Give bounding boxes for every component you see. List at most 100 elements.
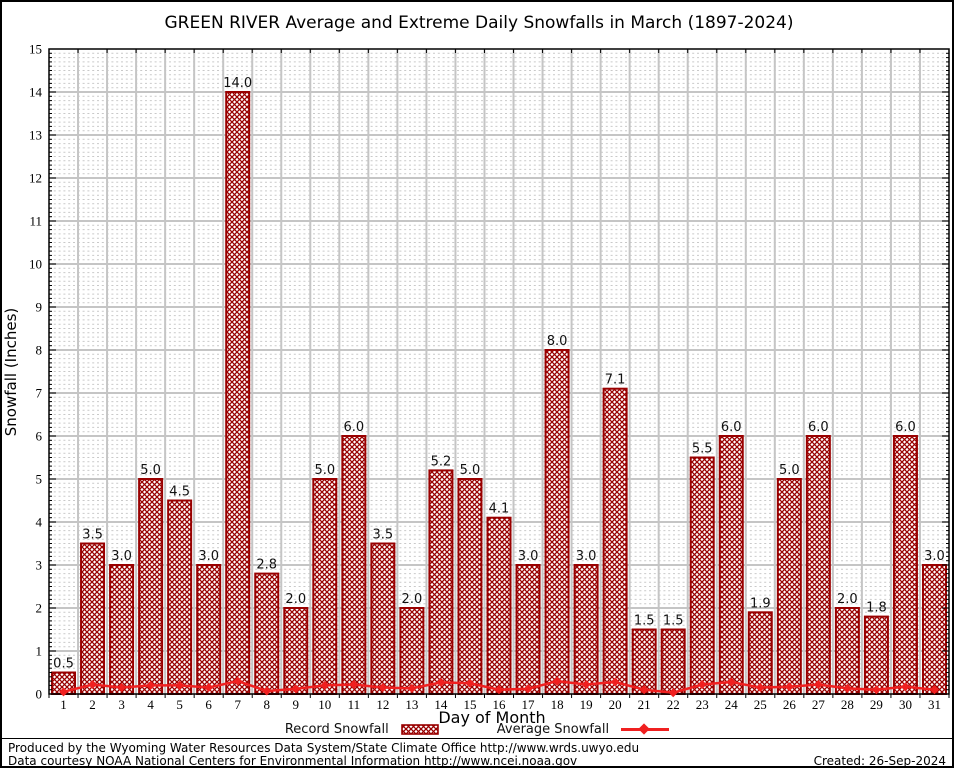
average-snowfall-marker xyxy=(320,680,330,690)
y-tick-label: 0 xyxy=(36,687,43,702)
y-tick-label: 7 xyxy=(36,386,43,401)
record-snowfall-bar xyxy=(486,516,512,696)
record-snowfall-bar xyxy=(834,607,860,695)
footer-created-date: Created: 26-Sep-2024 xyxy=(813,754,946,768)
average-line-icon xyxy=(621,723,670,735)
bar-value-label: 14.0 xyxy=(223,76,252,91)
bar-value-label: 3.0 xyxy=(576,549,597,564)
record-snowfall-bar xyxy=(196,564,222,695)
x-tick-label: 21 xyxy=(638,697,651,712)
bar-value-label: 1.5 xyxy=(634,614,655,629)
axis-ticks xyxy=(48,48,950,698)
x-tick-label: 2 xyxy=(89,697,96,712)
record-snowfall-bar xyxy=(225,91,251,695)
x-tick-label: 31 xyxy=(928,697,941,712)
record-snowfall-bar xyxy=(370,542,396,695)
bar-value-label: 2.0 xyxy=(285,592,306,607)
average-snowfall-marker xyxy=(697,680,707,690)
average-snowfall-marker xyxy=(552,676,562,686)
x-tick-label: 3 xyxy=(118,697,125,712)
bar-value-label: 2.0 xyxy=(402,592,423,607)
average-snowfall-marker xyxy=(929,685,939,695)
x-tick-label: 29 xyxy=(870,697,883,712)
x-tick-label: 22 xyxy=(667,697,680,712)
x-tick-label: 19 xyxy=(580,697,593,712)
y-tick-label: 5 xyxy=(36,472,43,487)
bar-value-label: 5.0 xyxy=(460,463,481,478)
y-tick-label: 9 xyxy=(36,300,43,315)
record-snowfall-bar xyxy=(167,499,193,695)
bar-value-label: 1.5 xyxy=(663,614,684,629)
x-axis-label: Day of Month xyxy=(438,708,545,727)
bar-value-label: 3.0 xyxy=(924,549,945,564)
x-tick-label: 20 xyxy=(609,697,622,712)
record-snowfall-bar xyxy=(573,564,599,695)
record-snowfall-bars xyxy=(51,91,947,696)
average-snowfall-marker xyxy=(349,680,359,690)
y-tick-label: 14 xyxy=(29,85,43,100)
y-tick-label: 8 xyxy=(36,343,43,358)
bar-value-label: 3.5 xyxy=(373,528,394,543)
y-axis-label: Snowfall (Inches) xyxy=(2,308,20,436)
bar-value-label: 6.0 xyxy=(808,420,829,435)
bar-value-label: 6.0 xyxy=(895,420,916,435)
average-snowfall-marker xyxy=(465,678,475,688)
x-tick-label: 10 xyxy=(318,697,331,712)
x-tick-label: 13 xyxy=(405,697,418,712)
record-snowfall-bar xyxy=(747,611,773,695)
bar-value-label: 3.0 xyxy=(111,549,132,564)
x-tick-label: 9 xyxy=(293,697,300,712)
y-tick-label: 1 xyxy=(36,644,43,659)
record-swatch-icon xyxy=(400,724,439,735)
x-tick-label: 1 xyxy=(60,697,67,712)
footer-divider xyxy=(2,738,952,739)
x-tick-label: 15 xyxy=(463,697,476,712)
average-snowfall-marker xyxy=(755,683,765,693)
record-snowfall-bar xyxy=(138,478,164,695)
x-tick-label: 18 xyxy=(551,697,564,712)
x-tick-label: 17 xyxy=(522,697,536,712)
x-tick-label: 5 xyxy=(176,697,183,712)
bar-value-label: 6.0 xyxy=(343,420,364,435)
average-snowfall-marker xyxy=(610,677,620,687)
record-snowfall-bar xyxy=(457,478,483,695)
record-snowfall-bar xyxy=(631,628,657,695)
bar-value-labels: 0.5 3.5 3.0 5.0 4.5 3.0 14.0 2.8 2.0 5.0 6.0 3.5 2.0… xyxy=(53,76,945,672)
average-snowfall-marker xyxy=(494,685,504,695)
y-tick-label: 2 xyxy=(36,601,43,616)
x-tick-label: 30 xyxy=(899,697,912,712)
x-tick-label: 24 xyxy=(725,697,739,712)
x-tick-labels: 1 2 3 4 5 6 7 8 9 10 11 12 13 14 15 16 17 18 19 20 21 22 23 24 2… xyxy=(60,697,941,712)
record-snowfall-bar xyxy=(428,469,454,695)
x-tick-label: 26 xyxy=(783,697,797,712)
x-tick-label: 23 xyxy=(696,697,709,712)
y-tick-label: 6 xyxy=(36,429,43,444)
bar-value-label: 6.0 xyxy=(721,420,742,435)
y-tick-label: 4 xyxy=(36,515,43,530)
record-snowfall-bar xyxy=(515,564,541,695)
legend-average-label: Average Snowfall xyxy=(496,722,610,737)
bar-value-label: 3.0 xyxy=(198,549,219,564)
record-snowfall-bar xyxy=(863,615,889,695)
average-snowfall-marker xyxy=(291,684,301,694)
average-snowfall-marker xyxy=(59,687,69,697)
record-snowfall-bar xyxy=(283,607,309,695)
x-tick-label: 7 xyxy=(234,697,241,712)
x-tick-label: 8 xyxy=(263,697,270,712)
bar-value-label: 1.9 xyxy=(750,596,771,611)
average-snowfall-line xyxy=(59,676,939,698)
y-tick-label: 12 xyxy=(29,171,42,186)
average-snowfall-marker xyxy=(784,682,794,692)
bar-value-label: 1.8 xyxy=(866,601,887,616)
record-snowfall-bar xyxy=(892,435,918,695)
record-snowfall-bar xyxy=(399,607,425,695)
record-snowfall-bar xyxy=(544,349,570,695)
bar-value-label: 5.0 xyxy=(140,463,161,478)
bar-value-label: 2.8 xyxy=(256,558,277,573)
y-tick-label: 3 xyxy=(36,558,43,573)
footer-produced-by: Produced by the Wyoming Water Resources … xyxy=(8,741,640,755)
record-snowfall-bar xyxy=(109,564,135,695)
x-tick-label: 11 xyxy=(348,697,361,712)
